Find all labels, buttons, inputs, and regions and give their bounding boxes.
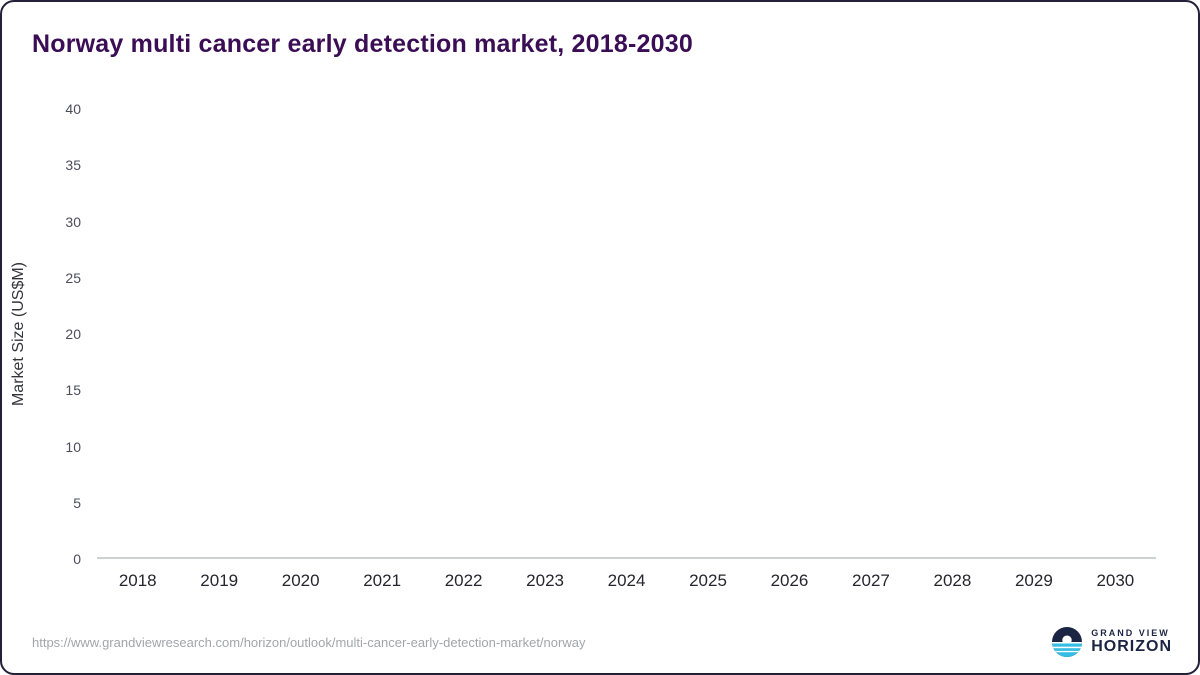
- x-axis: 2018 2019 2020 2021 2022 2023 2024 2025 2026 2027…: [97, 571, 1156, 591]
- grandview-horizon-logo: GRAND VIEW HORIZON: [1052, 627, 1172, 657]
- y-tick-label: 0: [73, 551, 81, 567]
- horizon-logo-icon: [1052, 627, 1083, 657]
- source-url: https://www.grandviewresearch.com/horizo…: [32, 634, 586, 650]
- logo-text: GRAND VIEW HORIZON: [1091, 628, 1172, 657]
- y-axis: 0 5 10 15 20 25 30 35 40: [21, 102, 81, 566]
- x-tick-label: 2027: [852, 571, 890, 590]
- bar-chart: Market Size (US$M) 0 5 10 15 20 25 30 35 40: [10, 102, 1156, 566]
- plot-area: [97, 109, 1156, 559]
- x-tick-label: 2022: [444, 571, 483, 590]
- logo-text-bottom: HORIZON: [1091, 637, 1172, 655]
- x-tick-label: 2020: [281, 571, 320, 590]
- y-tick-label: 40: [65, 101, 81, 117]
- y-tick-label: 30: [65, 213, 81, 230]
- x-tick-label: 2023: [526, 571, 564, 590]
- y-tick-label: 5: [73, 494, 81, 511]
- x-tick-label: 2021: [363, 571, 402, 590]
- x-tick-label: 2024: [607, 571, 646, 590]
- logo-text-top: GRAND VIEW: [1091, 627, 1170, 638]
- y-tick-label: 25: [65, 269, 81, 286]
- x-tick-label: 2029: [1014, 571, 1053, 590]
- y-tick-label: 15: [65, 382, 81, 399]
- x-tick-label: 2019: [200, 571, 239, 590]
- y-tick-label: 35: [65, 157, 81, 174]
- chart-title: Norway multi cancer early detection mark…: [32, 30, 693, 58]
- x-tick-label: 2030: [1096, 571, 1135, 590]
- y-tick-label: 10: [65, 438, 81, 455]
- x-tick-label: 2026: [770, 571, 809, 590]
- x-tick-label: 2018: [118, 571, 157, 590]
- y-tick-label: 20: [65, 326, 81, 342]
- footer: https://www.grandviewresearch.com/horizo…: [32, 627, 1172, 657]
- x-tick-label: 2028: [933, 571, 972, 590]
- x-tick-label: 2025: [689, 571, 727, 590]
